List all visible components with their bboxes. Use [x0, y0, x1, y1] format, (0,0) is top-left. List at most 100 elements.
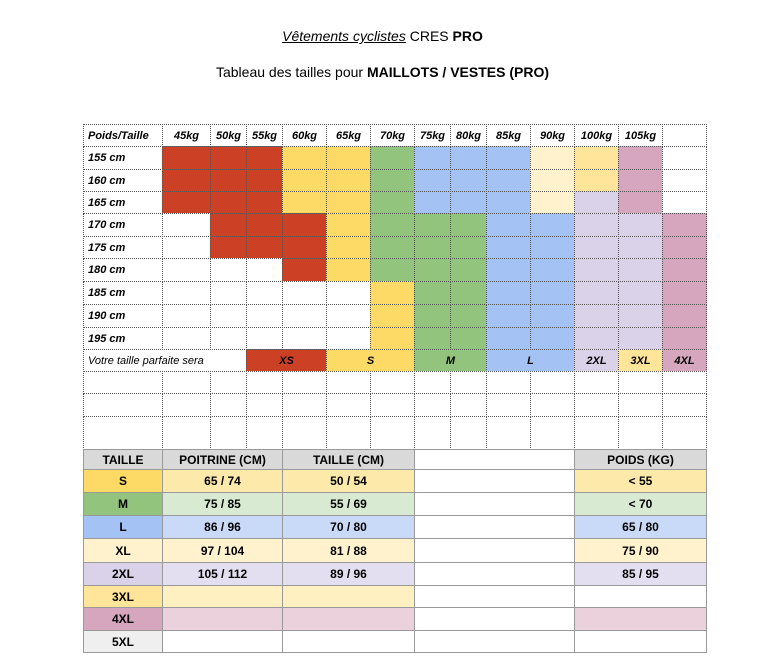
size-cell	[210, 146, 247, 170]
weight-range: < 55	[574, 469, 707, 493]
size-cell	[162, 213, 211, 237]
size-cell	[618, 281, 663, 305]
empty-cell	[326, 393, 371, 417]
size-cell	[450, 169, 487, 192]
empty-cell	[662, 371, 707, 394]
empty-cell	[246, 393, 283, 417]
size-cell	[414, 146, 451, 170]
result-size: XS	[246, 349, 327, 372]
empty-cell	[326, 371, 371, 394]
size-cell	[210, 236, 247, 259]
empty-cell	[662, 393, 707, 417]
size-cell	[210, 169, 247, 192]
size-label: M	[83, 492, 163, 516]
empty-cell	[246, 416, 283, 450]
size-cell	[574, 191, 619, 214]
size-cell	[210, 191, 247, 214]
weight-header: 55kg	[246, 124, 283, 147]
size-cell	[210, 213, 247, 237]
empty-cell	[210, 371, 247, 394]
weight-range	[574, 630, 707, 653]
empty-cell	[486, 416, 531, 450]
table-header: TAILLE	[83, 449, 163, 470]
size-cell	[326, 258, 371, 282]
size-label: 5XL	[83, 630, 163, 653]
size-cell	[282, 258, 327, 282]
empty-cell	[414, 585, 575, 608]
empty-cell	[530, 371, 575, 394]
title-italic: Vêtements cyclistes	[282, 28, 406, 44]
size-cell	[162, 191, 211, 214]
chest-range: 97 / 104	[162, 538, 283, 563]
height-range	[282, 607, 415, 631]
weight-header: 85kg	[486, 124, 531, 147]
empty-cell	[370, 416, 415, 450]
size-cell	[370, 236, 415, 259]
size-cell	[618, 236, 663, 259]
size-cell	[662, 258, 707, 282]
chest-range: 105 / 112	[162, 562, 283, 586]
size-label: 3XL	[83, 585, 163, 608]
weight-header: 75kg	[414, 124, 451, 147]
empty-cell	[662, 416, 707, 450]
size-cell	[282, 281, 327, 305]
size-cell	[450, 304, 487, 328]
empty-cell	[162, 393, 211, 417]
result-size: 2XL	[574, 349, 619, 372]
size-label: 2XL	[83, 562, 163, 586]
chest-range: 75 / 85	[162, 492, 283, 516]
size-cell	[246, 169, 283, 192]
size-cell	[282, 236, 327, 259]
size-cell	[414, 236, 451, 259]
result-label: Votre taille parfaite sera	[83, 349, 247, 372]
size-cell	[662, 281, 707, 305]
size-cell	[326, 236, 371, 259]
size-label: L	[83, 515, 163, 539]
size-cell	[162, 281, 211, 305]
size-cell	[370, 281, 415, 305]
size-cell	[370, 258, 415, 282]
weight-range: 75 / 90	[574, 538, 707, 563]
empty-cell	[282, 416, 327, 450]
empty-cell	[370, 393, 415, 417]
size-cell	[162, 236, 211, 259]
size-cell	[662, 213, 707, 237]
height-range: 70 / 80	[282, 515, 415, 539]
size-cell	[414, 304, 451, 328]
size-cell	[486, 191, 531, 214]
empty-cell	[662, 124, 707, 147]
empty-cell	[414, 371, 451, 394]
size-cell	[326, 146, 371, 170]
empty-cell	[574, 416, 619, 450]
size-cell	[530, 191, 575, 214]
chest-range: 65 / 74	[162, 469, 283, 493]
empty-cell	[282, 393, 327, 417]
size-cell	[326, 304, 371, 328]
size-cell	[486, 304, 531, 328]
result-size: M	[414, 349, 487, 372]
size-cell	[450, 236, 487, 259]
size-cell	[246, 236, 283, 259]
empty-cell	[486, 371, 531, 394]
weight-header: 60kg	[282, 124, 327, 147]
height-range: 50 / 54	[282, 469, 415, 493]
result-size: 3XL	[618, 349, 663, 372]
empty-cell	[618, 416, 663, 450]
size-cell	[486, 169, 531, 192]
height-label: 170 cm	[83, 213, 163, 237]
height-range	[282, 585, 415, 608]
size-cell	[574, 327, 619, 350]
empty-cell	[530, 393, 575, 417]
size-cell	[662, 146, 707, 170]
height-range	[282, 630, 415, 653]
size-cell	[450, 213, 487, 237]
chest-range: 86 / 96	[162, 515, 283, 539]
empty-cell	[414, 469, 575, 493]
empty-cell	[414, 607, 575, 631]
height-label: 195 cm	[83, 327, 163, 350]
result-size: L	[486, 349, 575, 372]
empty-cell	[210, 393, 247, 417]
result-size: S	[326, 349, 415, 372]
title-brand: CRES	[409, 28, 449, 44]
size-cell	[618, 146, 663, 170]
